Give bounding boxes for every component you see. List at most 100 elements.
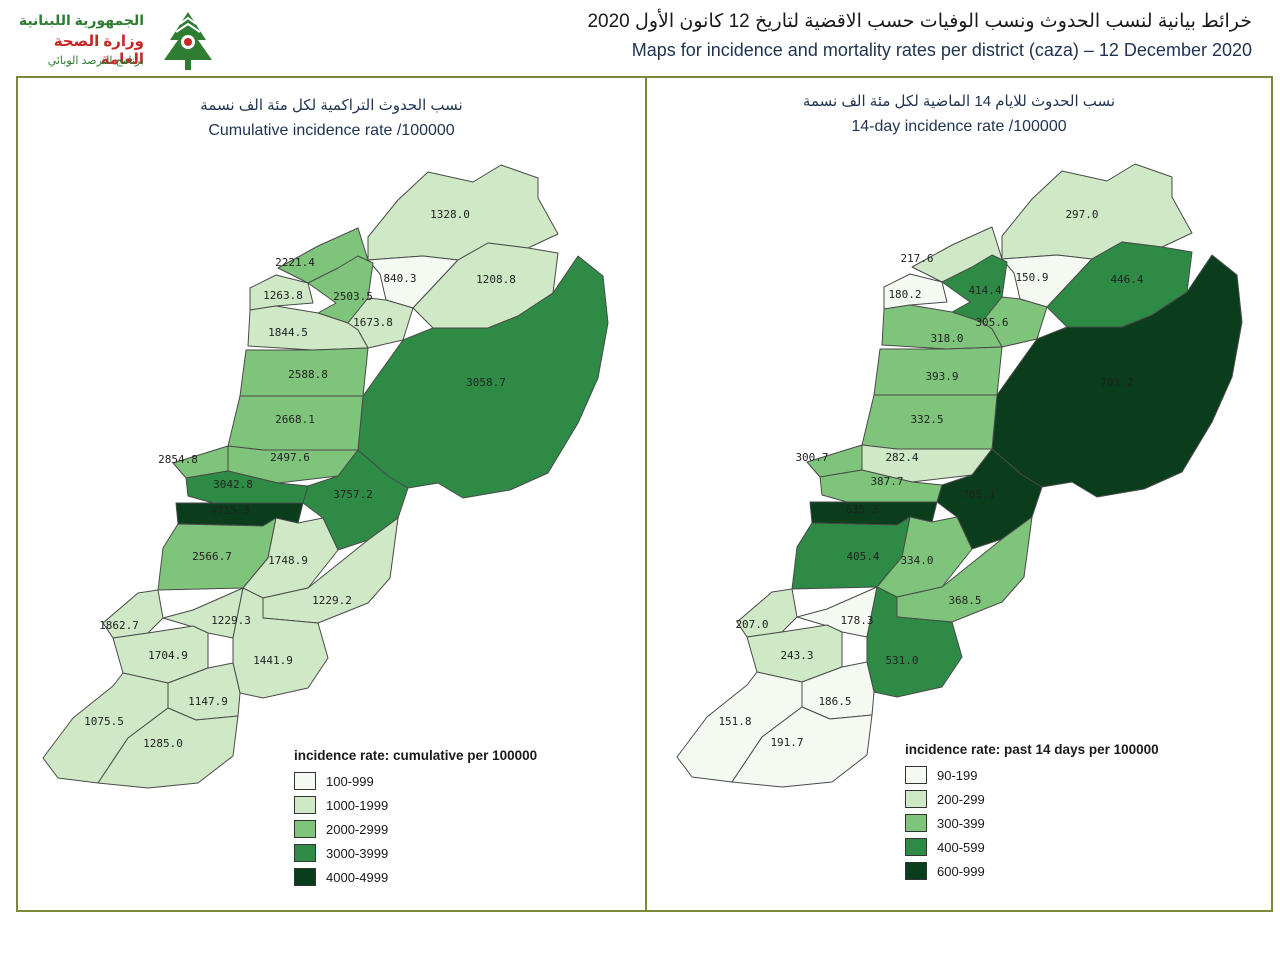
cumulative-incidence-map: 1328.0 2221.4 840.3 1208.8 1263.8 2503.5 1673.… xyxy=(42,164,609,789)
district-value-label: 1263.8 xyxy=(263,289,303,302)
district-value-label: 393.9 xyxy=(925,370,958,383)
district-value-label: 387.7 xyxy=(870,475,903,488)
ministry-logo: الجمهورية اللبنانية وزارة الصحة العامة ب… xyxy=(14,8,224,72)
district-value-label: 2503.5 xyxy=(333,290,373,303)
district-value-label: 1441.9 xyxy=(253,654,293,667)
legend-swatch xyxy=(294,868,316,886)
district-value-label: 414.4 xyxy=(968,284,1001,297)
district-value-label: 2497.6 xyxy=(270,451,310,464)
district-value-label: 2588.8 xyxy=(288,368,328,381)
district-value-label: 765.1 xyxy=(962,488,995,501)
legend-swatch xyxy=(905,814,927,832)
district-value-label: 1075.5 xyxy=(84,715,124,728)
district-value-label: 2566.7 xyxy=(192,550,232,563)
legend-label: 300-399 xyxy=(937,815,985,831)
legend-label: 600-999 xyxy=(937,863,985,879)
cumulative-legend: incidence rate: cumulative per 100000 10… xyxy=(294,748,537,889)
cedar-logo-icon xyxy=(164,12,212,70)
district-value-label: 150.9 xyxy=(1015,271,1048,284)
legend-label: 90-199 xyxy=(937,767,978,783)
district-value-label: 332.5 xyxy=(910,413,943,426)
legend-label: 400-599 xyxy=(937,839,985,855)
district-value-label: 1208.8 xyxy=(476,273,516,286)
district-value-label: 405.4 xyxy=(846,550,879,563)
legend-item: 400-599 xyxy=(905,835,1159,859)
district-value-label: 305.6 xyxy=(975,316,1008,329)
district-value-label: 207.0 xyxy=(735,618,768,631)
district-value-label: 1673.8 xyxy=(353,316,393,329)
district-value-label: 368.5 xyxy=(948,594,981,607)
legend-label: 2000-2999 xyxy=(326,821,389,837)
district-24 xyxy=(42,672,169,784)
district-value-label: 531.0 xyxy=(885,654,918,667)
district-value-label: 300.7 xyxy=(795,451,828,464)
legend-title: incidence rate: past 14 days per 100000 xyxy=(905,742,1159,757)
legend-item: 200-299 xyxy=(905,787,1159,811)
district-value-label: 3757.2 xyxy=(333,488,373,501)
legend-item: 2000-2999 xyxy=(294,817,537,841)
legend-item: 300-399 xyxy=(905,811,1159,835)
page-title-arabic: خرائط بيانية لنسب الحدوث ونسب الوفيات حس… xyxy=(587,11,1252,32)
district-value-label: 186.5 xyxy=(818,695,851,708)
logo-line-program: برنامج الترصد الوبائي xyxy=(47,55,144,67)
legend-item: 600-999 xyxy=(905,859,1159,883)
legend-item: 90-199 xyxy=(905,763,1159,787)
district-value-label: 1285.0 xyxy=(143,737,183,750)
district-value-label: 1862.7 xyxy=(99,619,139,632)
district-value-label: 3058.7 xyxy=(466,376,506,389)
district-value-label: 178.3 xyxy=(840,614,873,627)
district-value-label: 701.2 xyxy=(1100,376,1133,389)
14-day-map-title-arabic: نسب الحدوث للايام 14 الماضية لكل مئة الف… xyxy=(802,93,1116,110)
district-value-label: 1328.0 xyxy=(430,208,470,221)
district-25 xyxy=(731,706,873,788)
14-day-legend: incidence rate: past 14 days per 100000 … xyxy=(905,742,1159,883)
district-25 xyxy=(97,707,239,789)
district-value-label: 318.0 xyxy=(930,332,963,345)
district-value-label: 1844.5 xyxy=(268,326,308,339)
14-day-map-panel: نسب الحدوث للايام 14 الماضية لكل مئة الف… xyxy=(645,76,1273,912)
legend-item: 3000-3999 xyxy=(294,841,537,865)
district-value-label: 1147.9 xyxy=(188,695,228,708)
legend-label: 100-999 xyxy=(326,773,374,789)
district-value-label: 4715.3 xyxy=(210,504,250,517)
district-value-label: 840.3 xyxy=(383,272,416,285)
cumulative-map-title-arabic: نسب الحدوث التراكمية لكل مئة الف نسمة xyxy=(200,97,463,114)
district-value-label: 180.2 xyxy=(888,288,921,301)
14-day-map-title-english: 14-day incidence rate /100000 xyxy=(851,118,1067,135)
legend-item: 1000-1999 xyxy=(294,793,537,817)
legend-label: 3000-3999 xyxy=(326,845,389,861)
legend-label: 4000-4999 xyxy=(326,869,389,885)
cumulative-map-title-english: Cumulative incidence rate /100000 xyxy=(208,122,455,139)
district-value-label: 446.4 xyxy=(1110,273,1143,286)
logo-line-ministry: وزارة الصحة العامة xyxy=(53,33,144,68)
district-value-label: 282.4 xyxy=(885,451,918,464)
district-value-label: 297.0 xyxy=(1065,208,1098,221)
legend-label: 200-299 xyxy=(937,791,985,807)
district-value-label: 1748.9 xyxy=(268,554,308,567)
legend-title: incidence rate: cumulative per 100000 xyxy=(294,748,538,763)
legend-swatch xyxy=(294,844,316,862)
legend-swatch xyxy=(905,838,927,856)
legend-swatch xyxy=(294,772,316,790)
district-value-label: 2221.4 xyxy=(275,256,315,269)
page-title-english: Maps for incidence and mortality rates p… xyxy=(631,40,1252,60)
district-value-label: 2668.1 xyxy=(275,413,315,426)
header: الجمهورية اللبنانية وزارة الصحة العامة ب… xyxy=(0,0,1280,78)
legend-swatch xyxy=(905,862,927,880)
district-value-label: 635.3 xyxy=(845,503,878,516)
legend-swatch xyxy=(294,796,316,814)
district-value-label: 1704.9 xyxy=(148,649,188,662)
district-value-label: 2854.8 xyxy=(158,453,198,466)
logo-line-republic: الجمهورية اللبنانية xyxy=(18,12,144,28)
cumulative-map-panel: نسب الحدوث التراكمية لكل مئة الف نسمة Cu… xyxy=(16,76,647,912)
legend-swatch xyxy=(294,820,316,838)
legend-swatch xyxy=(905,790,927,808)
district-24 xyxy=(676,671,803,783)
district-value-label: 243.3 xyxy=(780,649,813,662)
district-value-label: 3042.8 xyxy=(213,478,253,491)
district-7 xyxy=(247,305,369,351)
legend-item: 100-999 xyxy=(294,769,537,793)
district-value-label: 217.6 xyxy=(900,252,933,265)
legend-swatch xyxy=(905,766,927,784)
district-value-label: 191.7 xyxy=(770,736,803,749)
